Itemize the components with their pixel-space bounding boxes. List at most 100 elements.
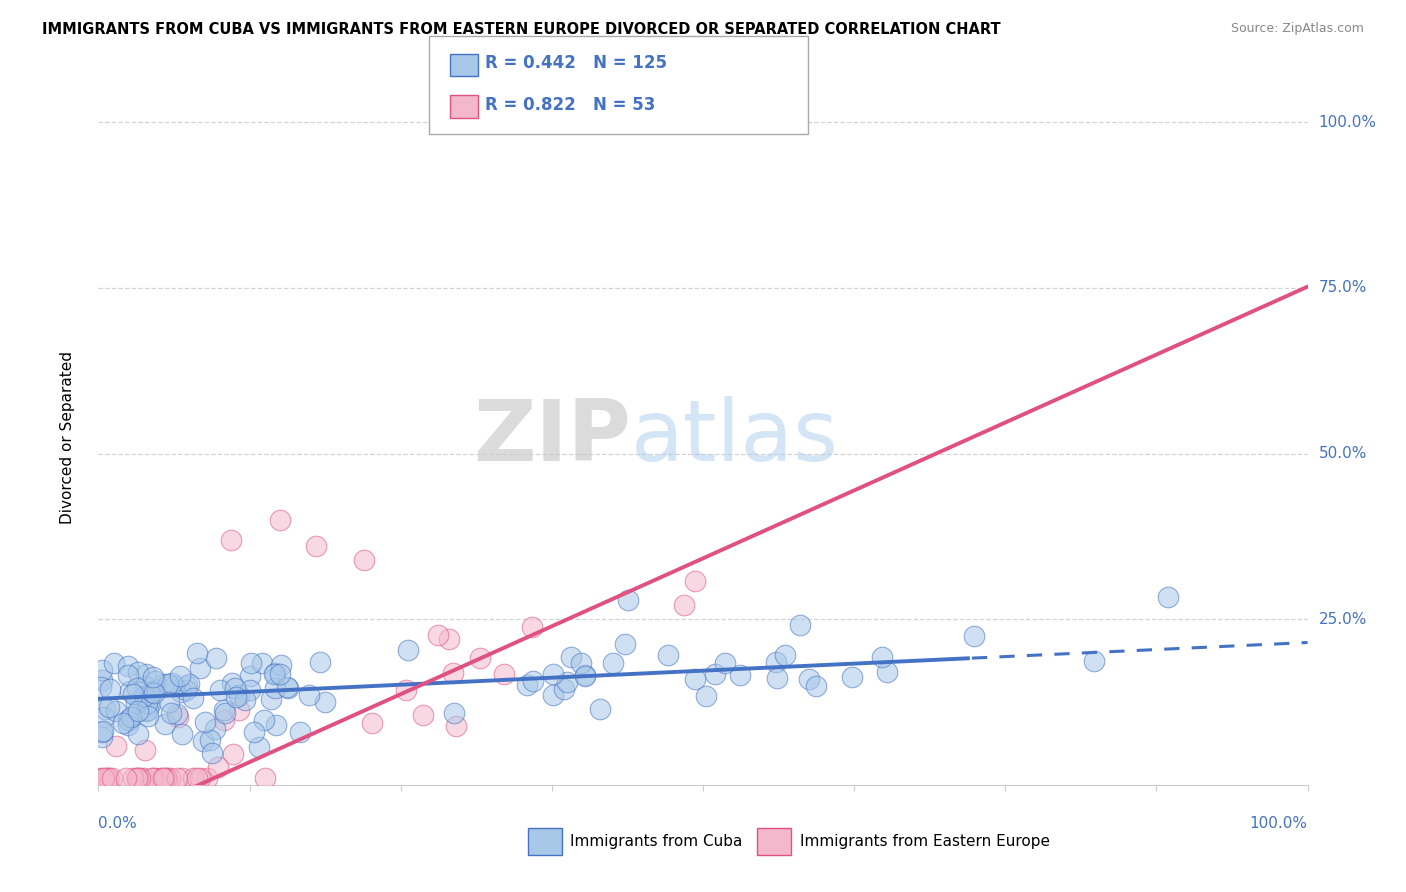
Point [730, 667, 752, 681]
Point [127, 772, 149, 786]
Point [239, 683, 262, 698]
Point [263, 666, 285, 681]
Point [156, 772, 179, 786]
Point [160, 675, 183, 690]
Point [298, 689, 321, 703]
Point [695, 689, 717, 703]
FancyBboxPatch shape [527, 828, 561, 855]
Point [142, 772, 165, 786]
Point [252, 713, 274, 727]
Point [93, 772, 115, 786]
Point [683, 673, 706, 687]
Point [170, 772, 193, 786]
Point [166, 772, 188, 786]
Point [195, 772, 218, 786]
FancyBboxPatch shape [758, 828, 792, 855]
Point [111, 716, 134, 731]
Point [224, 681, 246, 695]
Point [93, 702, 115, 716]
Point [91, 725, 114, 739]
Point [276, 680, 298, 694]
Point [121, 772, 143, 786]
Point [208, 682, 231, 697]
Point [100, 681, 122, 696]
Point [117, 668, 139, 682]
Point [714, 656, 737, 670]
Point [163, 679, 186, 693]
Text: 100.0%: 100.0% [1319, 115, 1376, 130]
Point [115, 772, 138, 786]
Point [233, 693, 256, 707]
Point [239, 668, 262, 682]
Point [240, 656, 263, 670]
Point [105, 739, 128, 753]
Point [789, 618, 811, 632]
Point [305, 540, 328, 554]
Text: 75.0%: 75.0% [1319, 280, 1367, 295]
Point [269, 667, 291, 681]
Point [602, 656, 624, 670]
Point [797, 673, 820, 687]
Text: Source: ZipAtlas.com: Source: ZipAtlas.com [1230, 22, 1364, 36]
Point [170, 685, 193, 699]
Point [100, 772, 122, 786]
Text: Immigrants from Cuba: Immigrants from Cuba [569, 834, 742, 849]
Point [221, 675, 243, 690]
Point [132, 772, 155, 786]
Point [201, 746, 224, 760]
Point [186, 772, 208, 786]
Point [127, 681, 149, 696]
Point [555, 675, 578, 690]
Point [766, 671, 789, 685]
Point [174, 682, 197, 697]
Point [412, 708, 434, 723]
Point [169, 669, 191, 683]
Point [963, 629, 986, 643]
Point [90, 663, 112, 677]
Point [90, 680, 112, 694]
Point [91, 731, 114, 745]
Point [308, 655, 330, 669]
Point [125, 696, 148, 710]
Point [188, 661, 211, 675]
Point [204, 722, 226, 736]
Point [773, 648, 796, 662]
Point [143, 686, 166, 700]
Point [439, 632, 461, 646]
Point [129, 694, 152, 708]
Point [135, 696, 157, 710]
Point [136, 703, 159, 717]
Point [149, 772, 172, 786]
Point [97, 772, 120, 786]
Point [492, 667, 515, 681]
Text: ZIP: ZIP [472, 395, 630, 479]
Point [277, 681, 299, 695]
Text: atlas: atlas [630, 395, 838, 479]
Point [194, 715, 217, 730]
Point [135, 666, 157, 681]
Text: 0.0%: 0.0% [98, 815, 138, 830]
Point [253, 772, 276, 786]
Point [118, 684, 141, 698]
Point [145, 683, 167, 698]
Point [127, 665, 149, 680]
Point [170, 727, 193, 741]
Point [98, 772, 121, 786]
Point [117, 717, 139, 731]
Point [141, 685, 163, 699]
Text: 100.0%: 100.0% [1250, 815, 1308, 830]
Point [212, 713, 235, 727]
Point [103, 656, 125, 670]
Point [672, 598, 695, 612]
Point [152, 772, 174, 786]
Point [91, 772, 114, 786]
Point [361, 715, 384, 730]
Point [443, 706, 465, 721]
Point [222, 747, 245, 761]
Point [125, 772, 148, 786]
Point [90, 673, 112, 688]
Point [134, 679, 156, 693]
Point [183, 772, 205, 786]
Text: 25.0%: 25.0% [1319, 612, 1367, 627]
Point [141, 772, 163, 786]
